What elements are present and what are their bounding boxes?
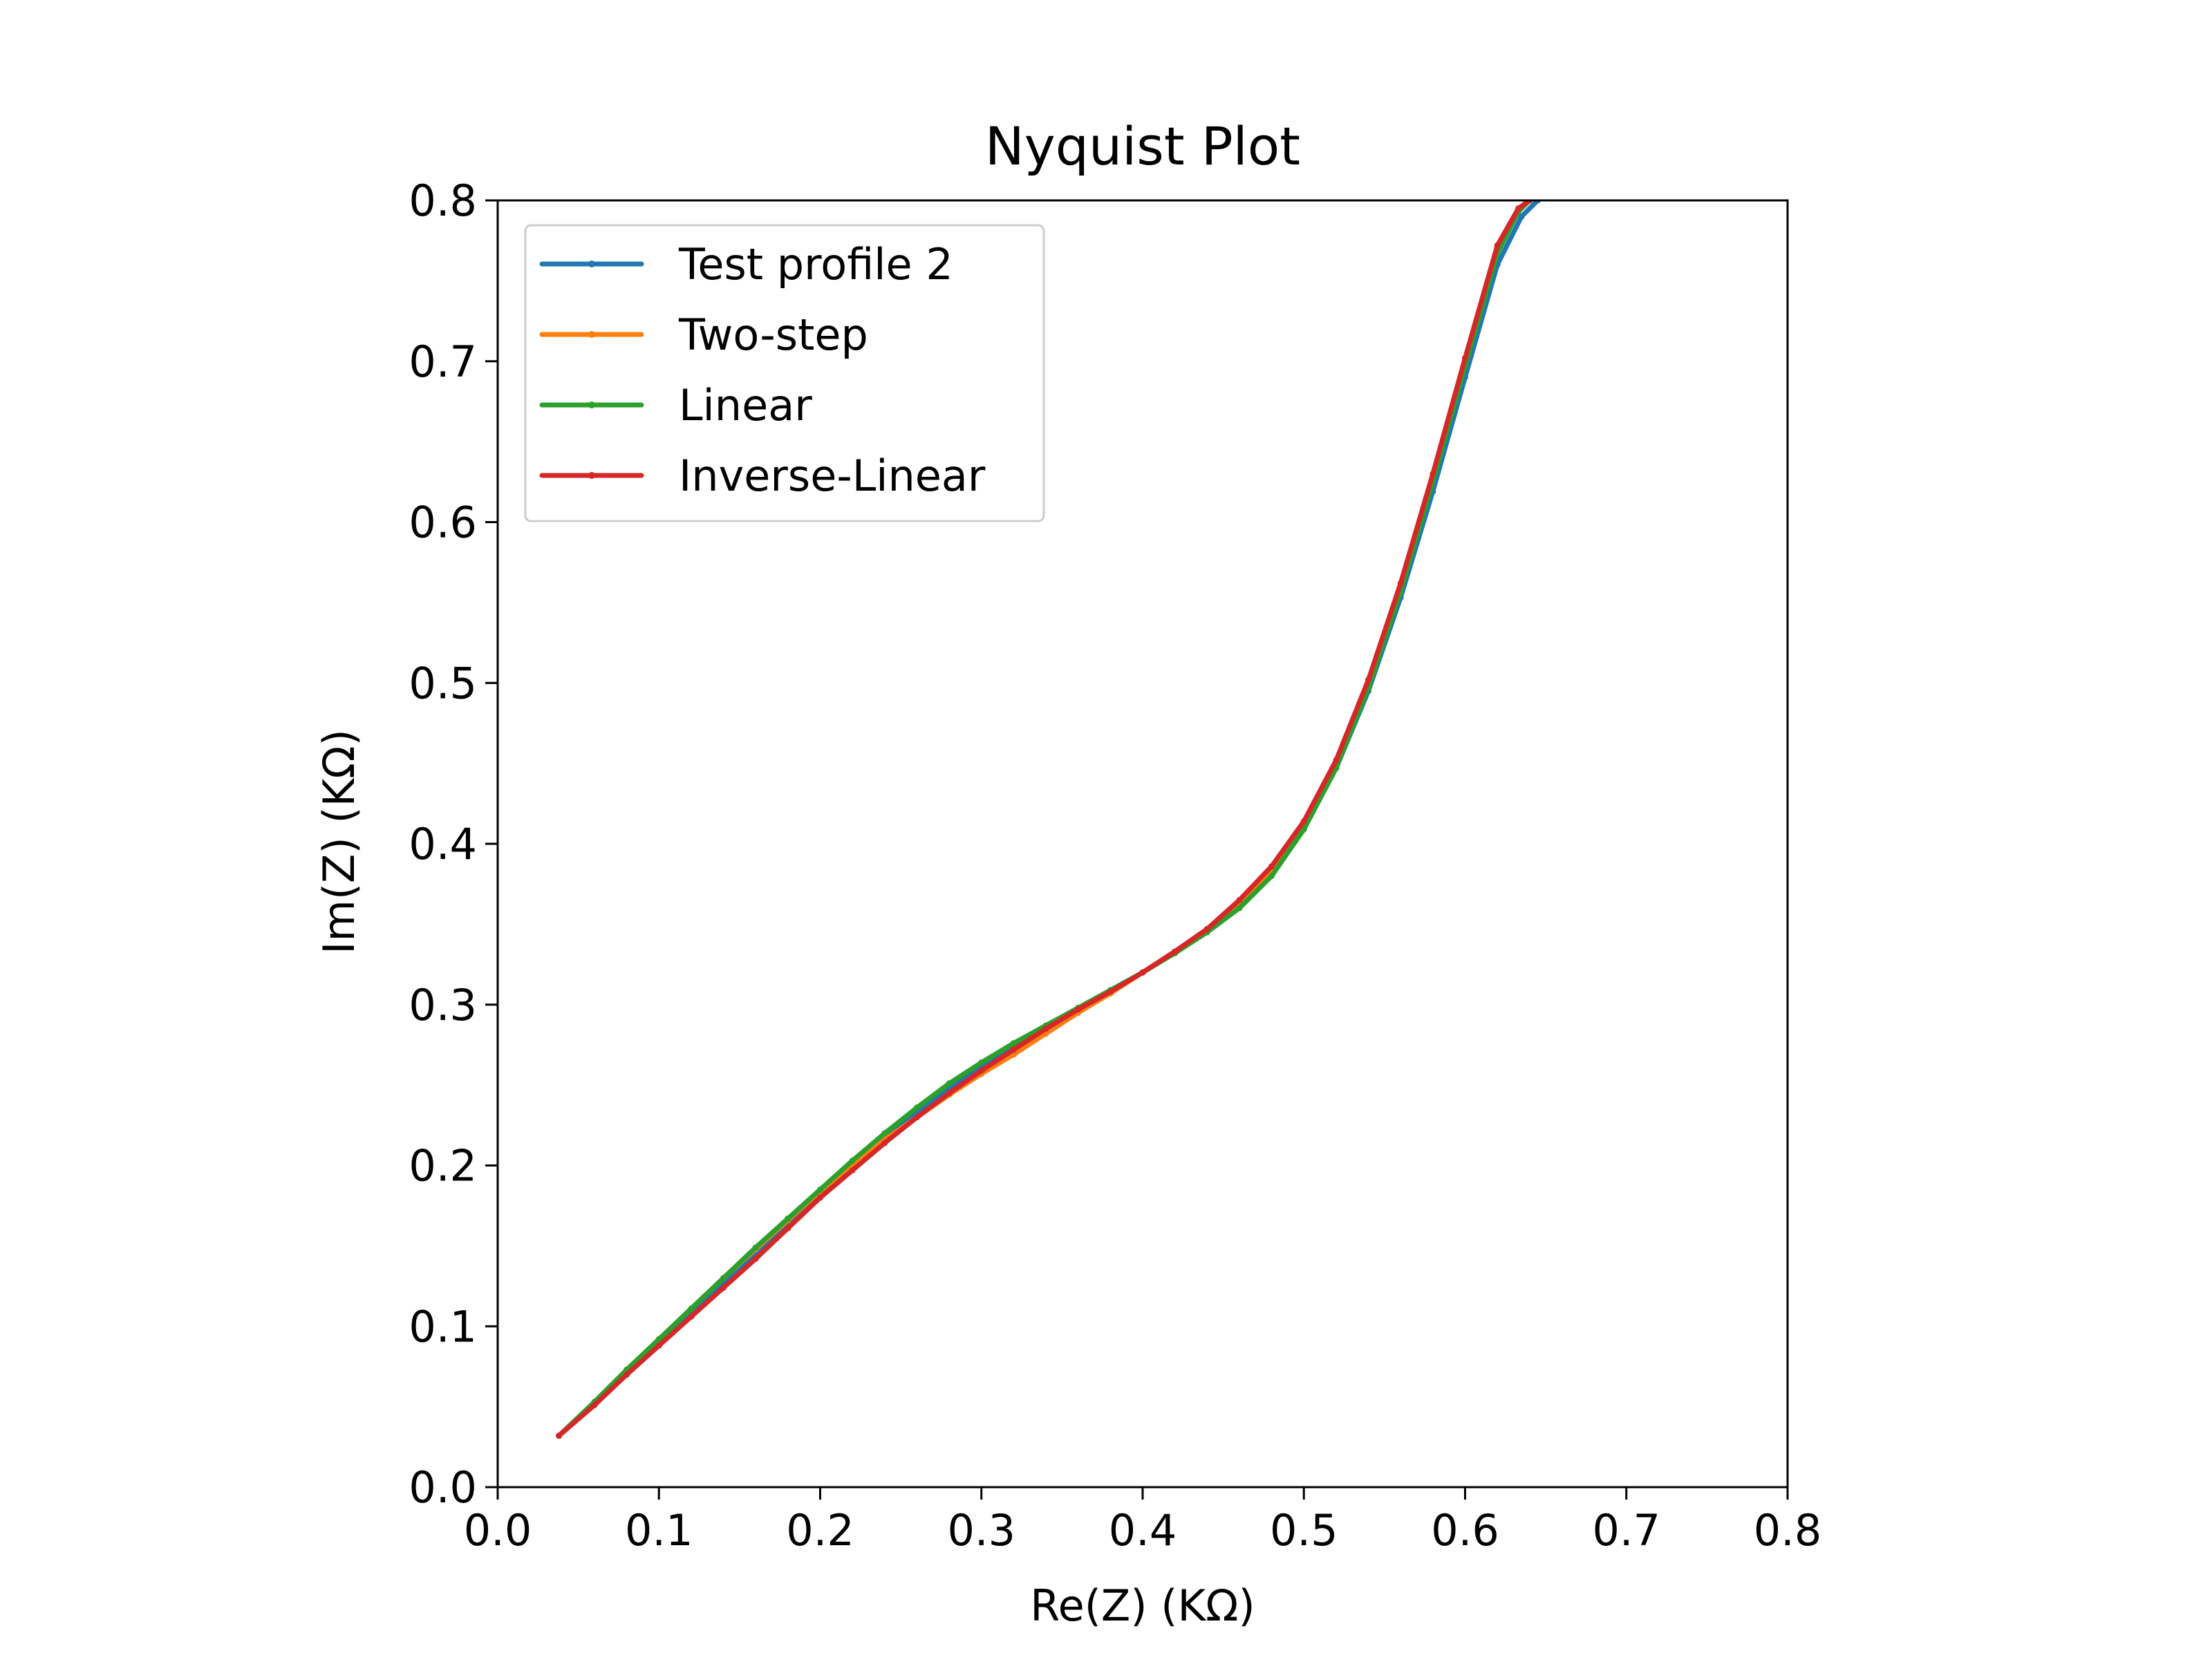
data-point-inverse-linear [1236, 896, 1243, 903]
y-tick-label: 0.1 [409, 1301, 477, 1352]
data-point-inverse-linear [1075, 1006, 1082, 1013]
y-tick-label: 0.5 [409, 658, 477, 708]
data-point-inverse-linear [688, 1313, 695, 1320]
data-point-inverse-linear [1462, 355, 1468, 361]
data-point-linear [1268, 873, 1275, 880]
data-point-inverse-linear [624, 1371, 630, 1378]
y-tick-label: 0.2 [409, 1141, 477, 1191]
y-tick-label: 0.4 [409, 819, 477, 869]
data-point-inverse-linear [1172, 948, 1179, 955]
x-tick-label: 0.0 [464, 1505, 532, 1556]
x-tick-label: 0.8 [1754, 1505, 1822, 1556]
legend-label-linear: Linear [679, 380, 812, 431]
data-point-inverse-linear [591, 1401, 598, 1408]
legend-marker-linear [588, 402, 595, 408]
series-inverse-linear [556, 200, 1533, 1439]
data-point-linear [913, 1104, 920, 1111]
plot-area [556, 200, 1541, 1439]
legend-entry-two-step: Two-step [539, 310, 868, 360]
x-tick-label: 0.6 [1431, 1505, 1499, 1556]
data-point-linear [785, 1215, 791, 1222]
legend: Test profile 2 Two-step Linear Inverse-Line… [524, 224, 1045, 522]
y-tick-label: 0.0 [409, 1462, 477, 1513]
series-line-inverse-linear [556, 200, 1533, 1438]
data-point-inverse-linear [1010, 1046, 1017, 1053]
data-point-linear [752, 1244, 759, 1251]
data-point-inverse-linear [913, 1114, 920, 1121]
data-point-linear [849, 1158, 856, 1164]
legend-label-inverse-linear: Inverse-Linear [679, 451, 986, 501]
data-point-inverse-linear [556, 1433, 563, 1439]
data-point-inverse-linear [817, 1194, 823, 1201]
data-point-linear [1300, 826, 1307, 833]
data-point-inverse-linear [1203, 925, 1210, 932]
legend-marker-two-step [588, 331, 595, 338]
chart-title: Nyquist Plot [985, 115, 1300, 177]
data-point-linear [817, 1186, 823, 1193]
data-point-linear [1010, 1040, 1017, 1047]
data-point-inverse-linear [978, 1067, 985, 1074]
data-point-inverse-linear [1268, 863, 1275, 870]
data-point-inverse-linear [1397, 580, 1404, 587]
data-point-inverse-linear [1515, 205, 1521, 212]
data-point-inverse-linear [1333, 757, 1340, 764]
data-point-inverse-linear [1042, 1026, 1049, 1032]
data-point-linear [720, 1274, 727, 1281]
data-point-inverse-linear [785, 1225, 791, 1231]
legend-box [524, 224, 1045, 522]
x-axis-label: Re(Z) (KΩ) [1030, 1580, 1255, 1631]
data-point-inverse-linear [655, 1342, 662, 1349]
legend-label-two-step: Two-step [678, 310, 868, 360]
data-point-inverse-linear [881, 1140, 888, 1146]
legend-marker-test-profile-2 [588, 261, 595, 267]
data-point-linear [978, 1059, 985, 1066]
y-tick-label: 0.7 [409, 337, 477, 387]
x-tick-label: 0.2 [786, 1505, 854, 1556]
data-point-inverse-linear [1139, 969, 1146, 976]
legend-label-test-profile-2: Test profile 2 [678, 239, 953, 290]
axes: 0.0 0.1 0.2 0.3 0.4 0.5 0.6 0.7 0.8 0.0 0.1 0.2 0.3 0… [409, 176, 1821, 1556]
data-point-inverse-linear [1430, 471, 1436, 478]
legend-entry-inverse-linear: Inverse-Linear [539, 451, 986, 501]
data-point-inverse-linear [1494, 242, 1501, 249]
x-tick-label: 0.4 [1109, 1505, 1177, 1556]
data-point-test-profile-2 [1518, 213, 1525, 220]
data-point-linear [946, 1080, 953, 1087]
legend-entry-linear: Linear [539, 380, 812, 431]
data-point-inverse-linear [849, 1167, 856, 1173]
data-point-inverse-linear [1365, 677, 1372, 683]
y-tick-label: 0.6 [409, 498, 477, 548]
y-tick-label: 0.3 [409, 980, 477, 1030]
y-tick-label: 0.8 [409, 176, 477, 226]
legend-entry-test-profile-2: Test profile 2 [539, 239, 953, 290]
data-point-linear [688, 1305, 695, 1312]
x-tick-label: 0.5 [1270, 1505, 1338, 1556]
data-point-inverse-linear [946, 1090, 953, 1097]
data-point-inverse-linear [720, 1284, 727, 1291]
y-axis-label: Im(Z) (KΩ) [314, 729, 364, 954]
x-tick-label: 0.3 [947, 1505, 1015, 1556]
data-point-inverse-linear [1107, 988, 1114, 995]
data-point-inverse-linear [1300, 818, 1307, 824]
x-tick-label: 0.7 [1592, 1505, 1660, 1556]
data-point-linear [881, 1130, 888, 1137]
data-point-inverse-linear [752, 1255, 759, 1262]
data-point-linear [655, 1336, 662, 1343]
legend-marker-inverse-linear [588, 472, 595, 479]
x-tick-label: 0.1 [625, 1505, 693, 1556]
data-point-linear [1236, 905, 1243, 912]
